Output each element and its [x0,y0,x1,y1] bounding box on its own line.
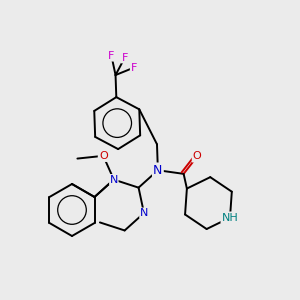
Text: NH: NH [222,213,238,223]
Text: N: N [110,175,118,184]
Text: N: N [153,164,163,177]
Text: F: F [122,53,128,63]
Text: F: F [130,63,137,73]
Text: O: O [99,151,108,161]
Text: F: F [108,51,115,61]
Text: N: N [140,208,148,218]
Text: O: O [193,152,202,161]
